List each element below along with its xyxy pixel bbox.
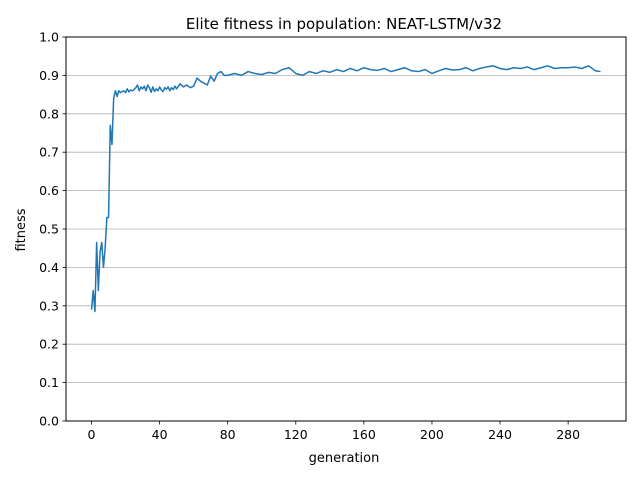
x-tick-label: 80 [220, 427, 236, 442]
y-axis-label: fitness [14, 208, 29, 251]
x-tick-label: 0 [88, 427, 96, 442]
y-tick-label: 0.4 [39, 260, 59, 275]
x-tick-label: 160 [352, 427, 376, 442]
y-tick-label: 0.6 [39, 183, 59, 198]
series-line [90, 65, 601, 313]
y-tick-label: 0.5 [39, 222, 59, 237]
y-tick-label: 0.0 [39, 414, 59, 429]
y-tick-label: 0.9 [39, 68, 59, 83]
x-tick-label: 200 [420, 427, 444, 442]
x-axis-label: generation [309, 451, 380, 466]
y-tick-label: 1.0 [39, 30, 59, 45]
y-tick-label: 0.3 [39, 298, 59, 313]
y-tick-label: 0.7 [39, 145, 59, 160]
y-tick-label: 0.8 [39, 106, 59, 121]
y-tick-label: 0.1 [39, 375, 59, 390]
chart-title: Elite fitness in population: NEAT-LSTM/v… [186, 15, 502, 33]
series-layer [90, 65, 601, 313]
x-tick-label: 40 [152, 427, 168, 442]
ticks: 0.0 0.1 0.2 0.3 0.4 0.5 0.6 0.7 0.8 0.9 1.0 0 40 80 12… [39, 30, 580, 443]
x-tick-label: 240 [488, 427, 512, 442]
x-tick-label: 120 [284, 427, 308, 442]
x-tick-label: 280 [556, 427, 580, 442]
y-tick-label: 0.2 [39, 337, 59, 352]
